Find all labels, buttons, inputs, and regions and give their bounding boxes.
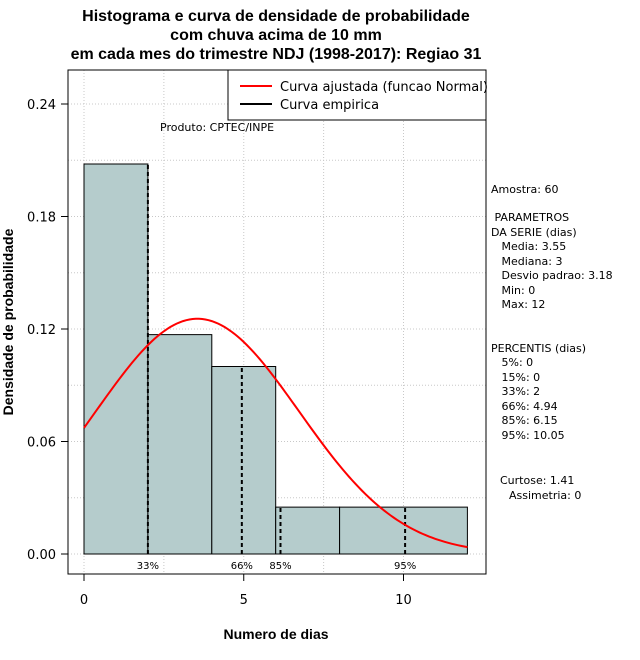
percentile-label: 66% xyxy=(231,561,253,572)
histogram-bars xyxy=(83,163,468,555)
histogram-bar xyxy=(211,366,277,555)
histogram-bar xyxy=(147,334,213,555)
percentis-line: 5%: 0 xyxy=(491,356,533,369)
y-tick-label: 0.06 xyxy=(27,436,56,451)
histogram-bar xyxy=(83,163,149,555)
percentile-label: 33% xyxy=(137,561,159,572)
x-tick-label: 0 xyxy=(80,593,88,608)
x-axis-title: Numero de dias xyxy=(223,626,328,642)
params-line: Min: 0 xyxy=(491,284,535,297)
percentis-line: 33%: 2 xyxy=(491,385,540,398)
y-axis-title: Densidade de probabilidade xyxy=(0,228,16,415)
x-tick-label: 5 xyxy=(240,593,248,608)
kurtosis-value: Curtose: 1.41 xyxy=(500,474,574,487)
histogram-bar xyxy=(275,506,341,555)
x-axis: 0 5 10 xyxy=(80,573,412,608)
legend-normal-label: Curva ajustada (funcao Normal) xyxy=(280,80,488,95)
skewness-value: Assimetria: 0 xyxy=(509,489,581,502)
histogram-bar xyxy=(339,506,468,555)
product-label: Produto: CPTEC/INPE xyxy=(160,121,274,134)
percentile-label: 85% xyxy=(269,561,291,572)
chart-title-line-1: Histograma e curva de densidade de proba… xyxy=(82,8,470,25)
legend-empirical-label: Curva empirica xyxy=(280,98,379,113)
params-line: Desvio padrao: 3.18 xyxy=(491,269,613,282)
params-line: Max: 12 xyxy=(491,298,545,311)
normal-density-curve xyxy=(83,317,468,549)
percentis-line: 15%: 0 xyxy=(491,371,540,384)
x-tick-label: 10 xyxy=(395,593,412,608)
percentile-lines: 33% 66% 85% 95% xyxy=(137,164,416,572)
chart-title-line-2: com chuva acima de 10 mm xyxy=(170,27,382,44)
y-tick-label: 0.18 xyxy=(27,211,56,226)
legend: Curva ajustada (funcao Normal) Curva emp… xyxy=(227,69,488,121)
y-tick-label: 0.00 xyxy=(27,548,56,563)
params-line: PARAMETROS xyxy=(491,211,569,224)
params-line: DA SERIE (dias) xyxy=(491,226,577,239)
y-tick-label: 0.12 xyxy=(27,323,56,338)
chart-title-line-3: em cada mes do trimestre NDJ (1998-2017)… xyxy=(71,46,482,63)
percentis-line: 95%: 10.05 xyxy=(491,429,565,442)
params-line: Media: 3.55 xyxy=(491,240,566,253)
y-axis: 0.00 0.06 0.12 0.18 0.24 xyxy=(27,98,69,563)
percentile-label: 95% xyxy=(394,561,416,572)
percentis-line: 85%: 6.15 xyxy=(491,414,558,427)
stats-panel: Amostra: 60 PARAMETROS DA SERIE (dias) M… xyxy=(491,183,613,502)
legend-box xyxy=(227,69,487,121)
sample-size: Amostra: 60 xyxy=(491,183,558,196)
percentis-line: PERCENTIS (dias) xyxy=(491,342,586,355)
y-tick-label: 0.24 xyxy=(27,98,56,113)
params-line: Mediana: 3 xyxy=(491,255,562,268)
percentis-line: 66%: 4.94 xyxy=(491,400,558,413)
